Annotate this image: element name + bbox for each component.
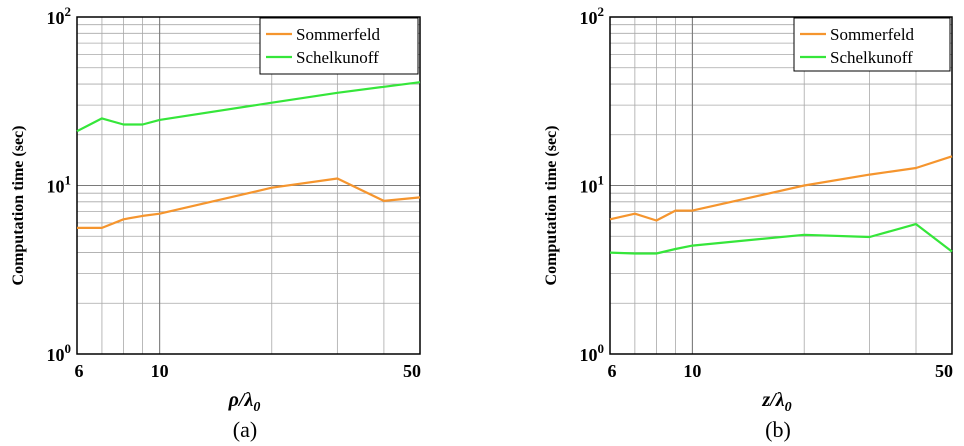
legend-label: Sommerfeld [830,25,915,44]
legend-box [793,17,951,72]
x-axis-label: z/λ0 [761,389,791,415]
series-line-schelkunoff [609,223,953,255]
y-tick-label: 100 [47,341,72,365]
x-tick-label: 6 [608,361,617,381]
x-tick-label: 50 [935,361,953,381]
x-axis-label: ρ/λ0 [228,389,261,415]
y-axis-label: Computation time (sec) [10,126,27,286]
chart-panel-a: 100 101 102 6 10 50 Computation time (sec) ρ/λ0… [10,4,421,442]
grid [610,17,952,354]
y-tick-label: 102 [580,4,605,28]
series-line-sommerfeld [609,155,953,222]
legend: Sommerfeld Schelkunoff [259,17,419,75]
legend-label: Sommerfeld [296,25,381,44]
y-tick-label: 102 [47,4,72,28]
legend-label: Schelkunoff [830,48,913,67]
x-tick-label: 50 [403,361,421,381]
x-tick-label: 10 [151,361,169,381]
legend: Sommerfeld Schelkunoff [793,17,951,72]
y-tick-label: 100 [580,341,605,365]
y-tick-label: 101 [47,173,72,197]
panel-caption: (b) [765,417,791,442]
legend-box [259,17,419,75]
chart-panel-b: 100 101 102 6 10 50 Computation time (sec) z/λ0… [543,4,953,442]
panel-caption: (a) [233,417,257,442]
y-tick-label: 101 [580,173,605,197]
plot-frame [76,16,421,355]
plot-frame [609,16,953,355]
series-line-schelkunoff [76,81,421,133]
y-axis-label: Computation time (sec) [543,126,560,286]
series-line-sommerfeld [77,177,421,229]
x-tick-label: 6 [75,361,84,381]
legend-label: Schelkunoff [296,48,379,67]
x-tick-label: 10 [683,361,701,381]
